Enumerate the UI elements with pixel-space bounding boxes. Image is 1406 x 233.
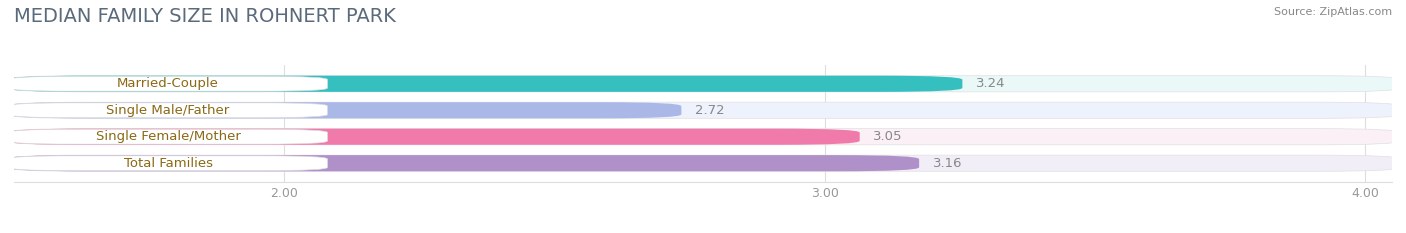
FancyBboxPatch shape xyxy=(8,76,328,91)
Text: Source: ZipAtlas.com: Source: ZipAtlas.com xyxy=(1274,7,1392,17)
Text: Single Female/Mother: Single Female/Mother xyxy=(96,130,240,143)
Text: Total Families: Total Families xyxy=(124,157,212,170)
FancyBboxPatch shape xyxy=(8,129,328,144)
FancyBboxPatch shape xyxy=(6,102,682,118)
FancyBboxPatch shape xyxy=(6,129,859,145)
Text: 3.24: 3.24 xyxy=(976,77,1005,90)
FancyBboxPatch shape xyxy=(8,156,328,171)
Text: Single Male/Father: Single Male/Father xyxy=(107,104,229,117)
FancyBboxPatch shape xyxy=(6,155,1400,171)
FancyBboxPatch shape xyxy=(6,76,962,92)
Text: Married-Couple: Married-Couple xyxy=(117,77,219,90)
Text: MEDIAN FAMILY SIZE IN ROHNERT PARK: MEDIAN FAMILY SIZE IN ROHNERT PARK xyxy=(14,7,396,26)
Text: 2.72: 2.72 xyxy=(695,104,724,117)
Text: 3.05: 3.05 xyxy=(873,130,903,143)
FancyBboxPatch shape xyxy=(6,155,920,171)
Text: 3.16: 3.16 xyxy=(932,157,962,170)
FancyBboxPatch shape xyxy=(6,102,1400,118)
FancyBboxPatch shape xyxy=(6,129,1400,145)
FancyBboxPatch shape xyxy=(6,76,1400,92)
FancyBboxPatch shape xyxy=(8,103,328,118)
